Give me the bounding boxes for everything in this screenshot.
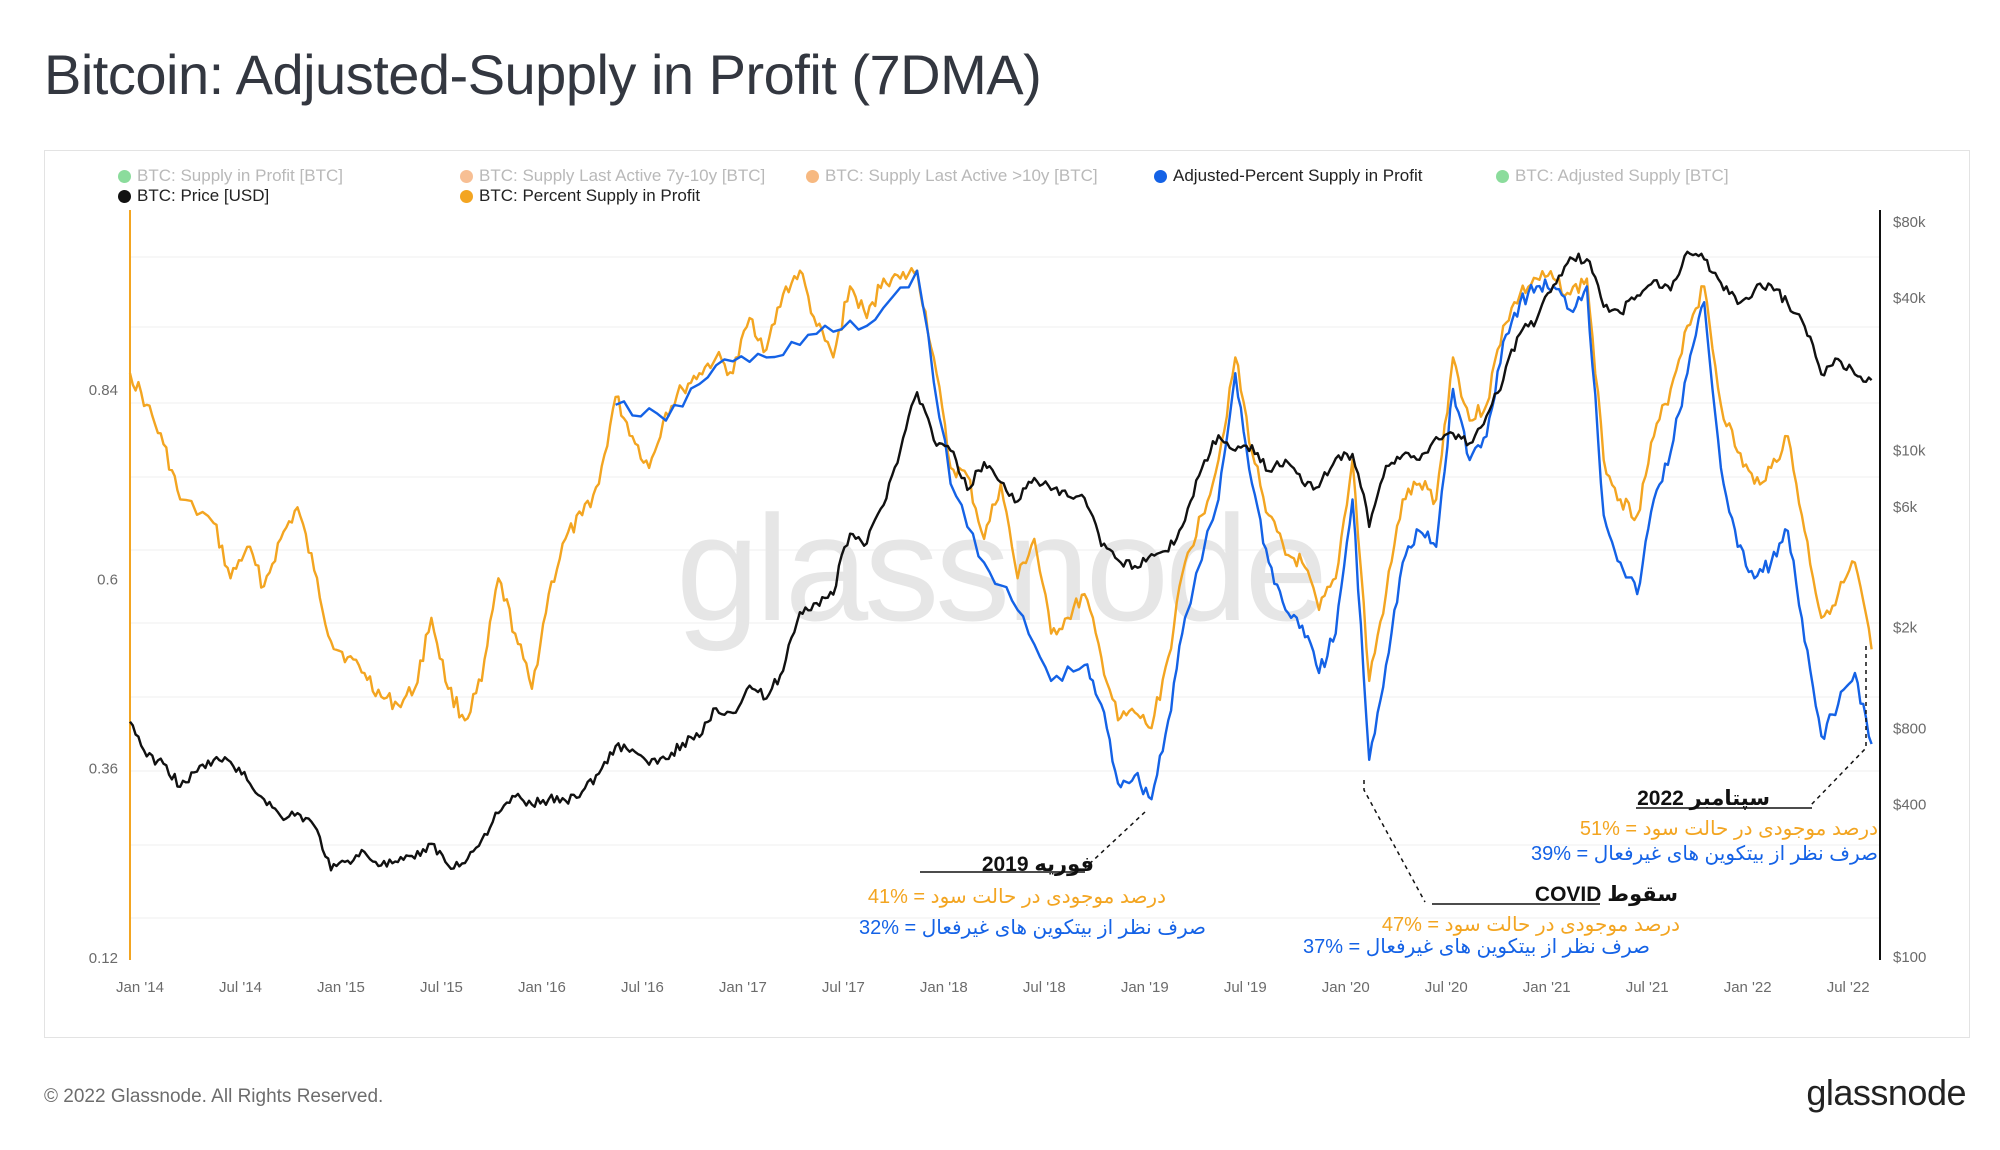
annotation-head: سپتامبر 2022 (1637, 787, 1770, 810)
x-tick-label: Jul '21 (1626, 979, 1669, 996)
annotation-blue-text: صرف نظر از بیتکوین های غیرفعال = %39 (1530, 843, 1878, 865)
legend-item-percent-supply[interactable]: BTC: Percent Supply in Profit (460, 186, 700, 206)
chart-legend: BTC: Supply in Profit [BTC] BTC: Supply … (118, 166, 1758, 212)
x-tick-label: Jan '16 (518, 979, 566, 996)
y-left-tick-label: 0.36 (89, 761, 118, 778)
x-tick-label: Jul '15 (420, 979, 463, 996)
page-title: Bitcoin: Adjusted-Supply in Profit (7DMA… (44, 43, 1042, 106)
y-right-tick-label: $10k (1893, 443, 1926, 460)
legend-label: BTC: Supply Last Active 7y-10y [BTC] (479, 166, 766, 185)
annotation-head: سقوط COVID (1534, 883, 1678, 906)
legend-label: BTC: Price [USD] (137, 186, 270, 205)
annotation-orange-text: درصد موجودی در حالت سود = %41 (867, 886, 1166, 908)
annotation-head: فوریه 2019 (981, 853, 1094, 876)
y-right-tick-label: $40k (1893, 290, 1926, 307)
legend-dot-icon (460, 189, 473, 203)
y-right-tick-label: $2k (1893, 620, 1918, 637)
legend-label: BTC: Supply Last Active >10y [BTC] (825, 166, 1098, 185)
annotation-blue-text: صرف نظر از بیتکوین های غیرفعال = %37 (1302, 936, 1650, 958)
annotation-leader-sep-2022 (1809, 646, 1867, 807)
x-tick-label: Jul '22 (1827, 979, 1870, 996)
y-right-tick-label: $80k (1893, 214, 1926, 231)
annotation-orange-text: درصد موجودی در حالت سود = %51 (1579, 818, 1878, 840)
x-tick-label: Jul '20 (1425, 979, 1468, 996)
x-tick-label: Jan '17 (719, 979, 767, 996)
x-tick-label: Jan '15 (317, 979, 365, 996)
series-line-adjusted-percent (615, 269, 1873, 801)
x-tick-label: Jul '19 (1224, 979, 1267, 996)
legend-item-supply-7y-10y[interactable]: BTC: Supply Last Active 7y-10y [BTC] (460, 166, 765, 186)
legend-dot-icon (1154, 169, 1167, 183)
legend-dot-icon (460, 169, 473, 183)
footer-copyright: © 2022 Glassnode. All Rights Reserved. (44, 1086, 384, 1107)
glassnode-logo[interactable]: glassnode (1806, 1072, 1966, 1113)
legend-dot-icon (118, 189, 131, 203)
legend-label: BTC: Supply in Profit [BTC] (137, 166, 343, 185)
x-tick-label: Jul '18 (1023, 979, 1066, 996)
legend-dot-icon (118, 169, 131, 183)
y-left-tick-label: 0.84 (89, 382, 118, 399)
chart-frame (44, 150, 1970, 1038)
y-left-tick-label: 0.6 (97, 571, 118, 588)
legend-dot-icon (1496, 169, 1509, 183)
annotation-leader-feb-2019 (1084, 811, 1146, 869)
legend-item-price[interactable]: BTC: Price [USD] (118, 186, 269, 206)
legend-dot-icon (806, 169, 819, 183)
y-right-tick-label: $100 (1893, 949, 1926, 966)
watermark: glassnode (676, 484, 1324, 652)
annotation-blue-text: صرف نظر از بیتکوین های غیرفعال = %32 (858, 917, 1206, 939)
x-tick-label: Jan '18 (920, 979, 968, 996)
annotation-orange-text: درصد موجودی در حالت سود = %47 (1381, 914, 1680, 936)
y-left-tick-label: 0.12 (89, 950, 118, 967)
legend-item-adjusted-percent[interactable]: Adjusted-Percent Supply in Profit (1154, 166, 1422, 186)
legend-item-supply-10y[interactable]: BTC: Supply Last Active >10y [BTC] (806, 166, 1098, 186)
x-tick-label: Jul '14 (219, 979, 262, 996)
y-right-tick-label: $400 (1893, 797, 1926, 814)
y-right-tick-label: $800 (1893, 720, 1926, 737)
x-tick-label: Jul '17 (822, 979, 865, 996)
y-right-tick-label: $6k (1893, 499, 1918, 516)
legend-label: Adjusted-Percent Supply in Profit (1173, 166, 1423, 185)
series-line-percent-supply (128, 267, 1873, 730)
x-tick-label: Jan '20 (1322, 979, 1370, 996)
x-tick-label: Jan '22 (1724, 979, 1772, 996)
x-tick-label: Jan '14 (116, 979, 164, 996)
x-tick-label: Jul '16 (621, 979, 664, 996)
series-line-price (129, 250, 1873, 872)
legend-item-adjusted-supply[interactable]: BTC: Adjusted Supply [BTC] (1496, 166, 1729, 186)
x-tick-label: Jan '21 (1523, 979, 1571, 996)
legend-item-supply-in-profit[interactable]: BTC: Supply in Profit [BTC] (118, 166, 343, 186)
annotation-leader-covid (1363, 780, 1426, 903)
x-tick-label: Jan '19 (1121, 979, 1169, 996)
legend-label: BTC: Adjusted Supply [BTC] (1515, 166, 1729, 185)
legend-label: BTC: Percent Supply in Profit (479, 186, 701, 205)
